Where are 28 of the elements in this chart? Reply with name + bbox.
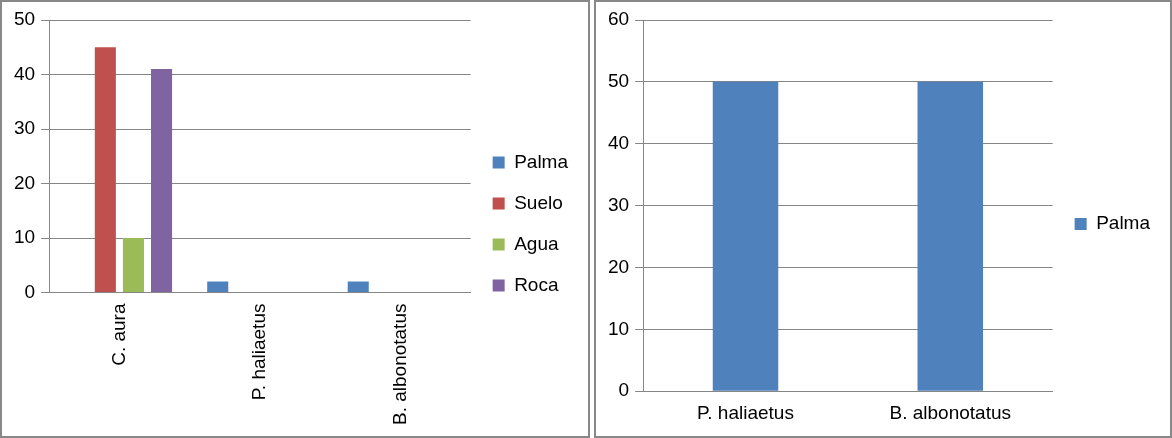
- y-tick-label: 10: [607, 317, 630, 339]
- legend-label: Palma: [514, 150, 569, 172]
- y-tick-label: 0: [24, 280, 36, 302]
- y-tick-label: 60: [607, 8, 630, 30]
- legend-label: Suelo: [514, 191, 563, 213]
- y-tick-label: 40: [13, 62, 36, 84]
- y-tick-label: 30: [607, 193, 630, 215]
- y-tick-label: 30: [13, 117, 36, 139]
- y-tick-label: 20: [607, 255, 630, 277]
- bar: [94, 47, 116, 293]
- y-tick-label: 40: [607, 131, 630, 153]
- x-tick-label: P. haliaetus: [697, 401, 794, 423]
- bar: [122, 238, 144, 293]
- legend-label: Agua: [514, 232, 559, 254]
- y-tick-label: 10: [13, 226, 36, 248]
- x-tick-label: C. aura: [107, 303, 129, 366]
- legend-label: Roca: [514, 273, 559, 295]
- y-tick-label: 20: [13, 171, 36, 193]
- y-tick-label: 0: [618, 379, 630, 401]
- bar: [151, 69, 173, 293]
- x-tick-label: B. albonotatus: [889, 401, 1012, 423]
- y-tick-label: 50: [607, 70, 630, 92]
- x-tick-label: P. haliaetus: [248, 303, 270, 401]
- x-tick-label: B. albonotatus: [388, 303, 410, 426]
- y-tick-label: 50: [13, 8, 36, 30]
- bar: [347, 281, 369, 293]
- bar: [207, 281, 229, 293]
- legend-label: Palma: [1096, 212, 1151, 234]
